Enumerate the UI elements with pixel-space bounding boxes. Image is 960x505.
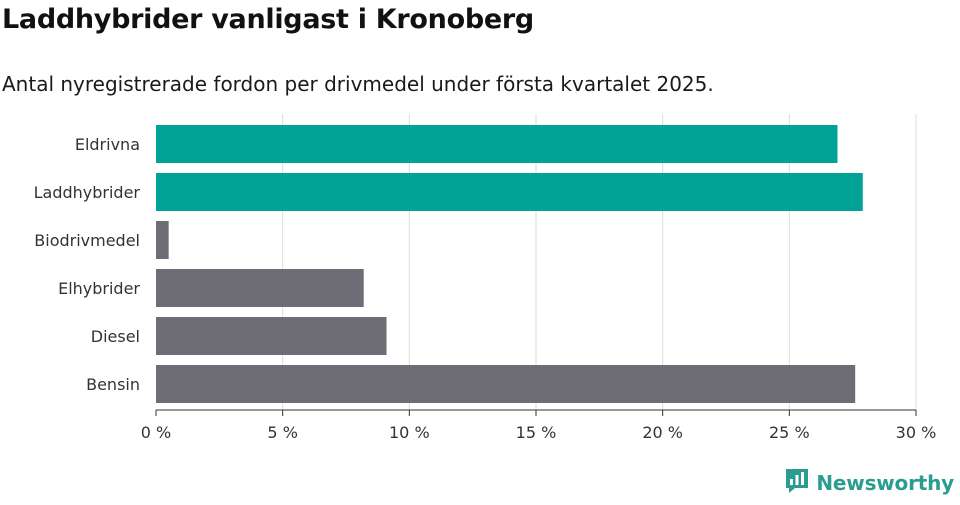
tick-label: 30 %: [896, 423, 937, 442]
tick-label: 20 %: [642, 423, 683, 442]
bar-bensin: [156, 365, 856, 403]
chart-subtitle: Antal nyregistrerade fordon per drivmede…: [2, 72, 714, 96]
bar-diesel: [156, 317, 387, 355]
category-labels: Eldrivna Laddhybrider Biodrivmedel Elhybrid…: [34, 135, 141, 394]
grid-lines: [282, 114, 917, 410]
newsworthy-brand: Newsworthy: [784, 467, 954, 499]
bars: [156, 125, 863, 403]
category-label: Biodrivmedel: [34, 231, 140, 250]
bar-laddhybrider: [156, 173, 863, 211]
bar-biodrivmedel: [156, 221, 169, 259]
bar-elhybrider: [156, 269, 364, 307]
category-label: Laddhybrider: [34, 183, 141, 202]
tick-label: 0 %: [141, 423, 171, 442]
chart-title: Laddhybrider vanligast i Kronoberg: [2, 4, 534, 35]
tick-label: 10 %: [389, 423, 430, 442]
category-label: Diesel: [91, 327, 140, 346]
brand-name: Newsworthy: [816, 471, 954, 495]
bar-chart: Eldrivna Laddhybrider Biodrivmedel Elhybrid…: [34, 114, 937, 442]
x-axis: 0 % 5 % 10 % 15 % 20 % 25 % 30 %: [141, 409, 937, 442]
newsworthy-logo-icon: [784, 467, 810, 499]
bar-eldrivna: [156, 125, 838, 163]
category-label: Elhybrider: [58, 279, 140, 298]
tick-label: 25 %: [769, 423, 810, 442]
tick-label: 5 %: [267, 423, 297, 442]
tick-label: 15 %: [516, 423, 557, 442]
category-label: Bensin: [86, 375, 140, 394]
category-label: Eldrivna: [75, 135, 140, 154]
